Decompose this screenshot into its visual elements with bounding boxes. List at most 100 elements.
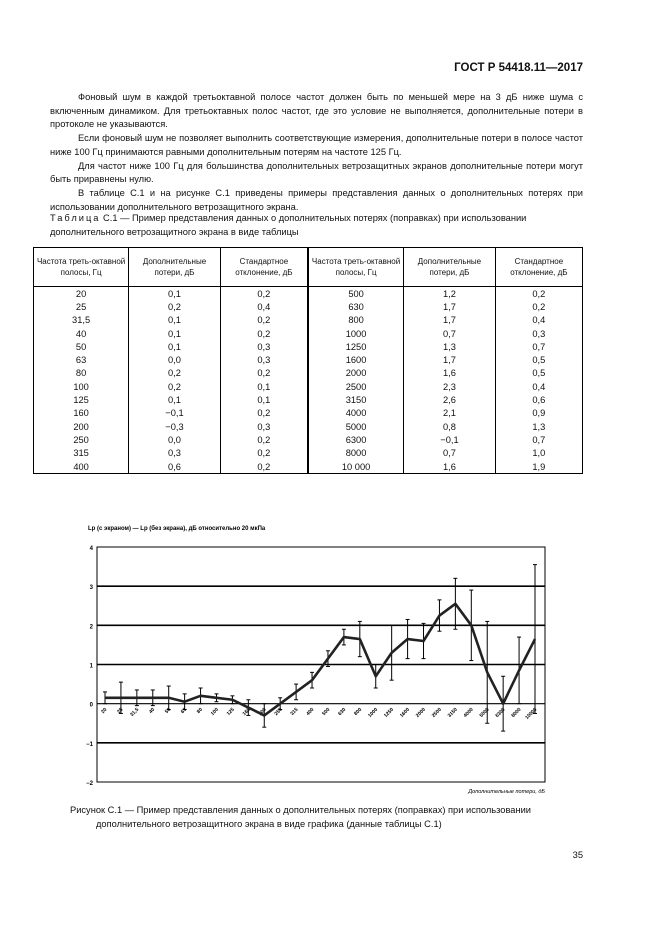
y-tick-label: 2 [90,624,94,630]
series-line [105,602,537,717]
y-tick-label: 4 [90,546,94,552]
x-tick-label: 630 [337,707,347,717]
table-cell: 100 [32,380,130,394]
table-row: 40 0,1 0,2 1000 0,7 0,3 [32,326,584,341]
column-header: Частота треть-октавной полосы, Гц [306,247,405,287]
table-cell: 0,5 [494,353,584,367]
x-tick-label: 100 [210,707,220,717]
x-tick-label: 500 [321,707,331,717]
x-tick-label: 2500 [431,707,443,719]
data-table: Частота треть-октавной полосы, Гц Дополни… [32,247,584,475]
table-cell: 1,0 [494,446,584,460]
x-tick-label: 1250 [383,707,395,719]
x-tick-label: 250 [273,707,283,717]
table-cell: 6300 [306,433,405,447]
x-tick-label: 160 [242,707,252,717]
table-cell: 125 [32,393,130,407]
figure-caption: Рисунок С.1 — Пример представления данны… [70,804,570,831]
table-cell: 0,5 [494,366,584,381]
table-cell: 8000 [306,446,405,460]
page-number: 35 [572,850,583,860]
table-cell: 5000 [306,419,405,434]
table-row: 25 0,2 0,4 630 1,7 0,2 [32,300,584,314]
x-tick-label: 4000 [463,707,475,719]
table-cell: 200 [32,419,130,434]
x-tick-label: 25 [116,707,124,715]
table-row: 80 0,2 0,2 2000 1,6 0,5 [32,366,584,381]
x-tick-label: 1600 [399,707,411,719]
table-row: 31,5 0,1 0,2 800 1,7 0,4 [32,313,584,327]
table-cell: 1000 [306,326,405,341]
table-caption-text: С.1 — Пример представления данных о допо… [50,213,527,237]
x-axis-label: Дополнительные потери, дБ [467,789,545,795]
y-tick-label: −2 [86,781,94,787]
x-tick-label: 1000 [367,707,379,719]
table-row: 50 0,1 0,3 1250 1,3 0,7 [32,340,584,354]
document-id: ГОСТ Р 54418.11—2017 [454,62,583,74]
column-header: Дополнительные потери, дБ [403,247,496,287]
figure-caption-line: Рисунок С.1 — Пример представления данны… [70,805,531,815]
y-tick-label: 3 [90,585,94,591]
table-cell: 80 [32,366,130,381]
table-cell: 3150 [306,393,405,407]
table-cell: 0,7 [494,340,584,354]
paragraph: Для частот ниже 100 Гц для большинства д… [50,160,583,185]
x-tick-label: 3150 [447,707,459,719]
table-cell: 1,3 [494,419,584,434]
y-tick-label: 0 [90,703,94,709]
table-cell: 4000 [306,406,405,420]
table-cell: 630 [306,300,405,314]
x-tick-label: 125 [226,707,236,717]
table-row: 100 0,2 0,1 2500 2,3 0,4 [32,380,584,394]
table-cell: 0,4 [494,313,584,327]
paragraph: Фоновый шум в каждой третьоктавной полос… [50,92,583,130]
x-tick-label: 315 [289,707,299,717]
x-tick-label: 40 [148,707,156,715]
table-row: 63 0,0 0,3 1600 1,7 0,5 [32,353,584,367]
table-row: 20 0,1 0,2 500 1,2 0,2 [32,286,584,301]
table-cell: 1,9 [494,459,584,475]
table-cell: 10 000 [306,459,405,475]
x-tick-label: 2000 [415,707,427,719]
x-tick-label: 50 [164,707,172,715]
column-header: Стандартное отклонение, дБ [494,247,584,287]
x-tick-label: 6300 [494,707,506,719]
table-caption: Таблица С.1 — Пример представления данны… [50,212,583,239]
x-tick-label: 5000 [479,707,491,719]
y-axis-label: Lp (с экраном) — Lp (без экрана), дБ отн… [88,525,266,532]
y-tick-label: 1 [90,664,94,670]
table-cell: 2500 [306,380,405,394]
table-cell: 2000 [306,366,405,381]
x-tick-label: 8000 [510,707,522,719]
table-row: 400 0,6 0,2 10 000 1,6 1,9 [32,459,584,475]
table-cell: 20 [32,286,130,301]
table-row: 125 0,1 0,1 3150 2,6 0,6 [32,393,584,407]
table-row: 250 0,0 0,2 6300 −0,1 0,7 [32,433,584,447]
table-caption-label: Таблица [50,213,101,223]
table-cell: 160 [32,406,130,420]
table-cell: 0,6 [494,393,584,407]
table-cell: 1600 [306,353,405,367]
table-row: 200 −0,3 0,3 5000 0,8 1,3 [32,419,584,434]
x-tick-label: 80 [196,707,204,715]
x-tick-label: 400 [305,707,315,717]
column-header: Стандартное отклонение, дБ [219,247,309,287]
x-tick-label: 63 [180,707,188,715]
body-text: Фоновый шум в каждой третьоктавной полос… [50,91,583,214]
table-cell: 31,5 [32,313,130,327]
x-tick-label: 800 [353,707,363,717]
table-row: 160 −0,1 0,2 4000 2,1 0,9 [32,406,584,420]
table-cell: 0,2 [494,286,584,301]
table-cell: 0,7 [494,433,584,447]
table-cell: 40 [32,326,130,341]
table-cell: 0,3 [494,326,584,341]
x-tick-label: 20 [100,707,108,715]
table-cell: 315 [32,446,130,460]
table-cell: 0,4 [494,380,584,394]
table-cell: 500 [306,286,405,301]
table-cell: 0,9 [494,406,584,420]
figure-caption-line: дополнительного ветрозащитного экрана в … [96,818,442,829]
table-cell: 63 [32,353,130,367]
table-cell: 25 [32,300,130,314]
